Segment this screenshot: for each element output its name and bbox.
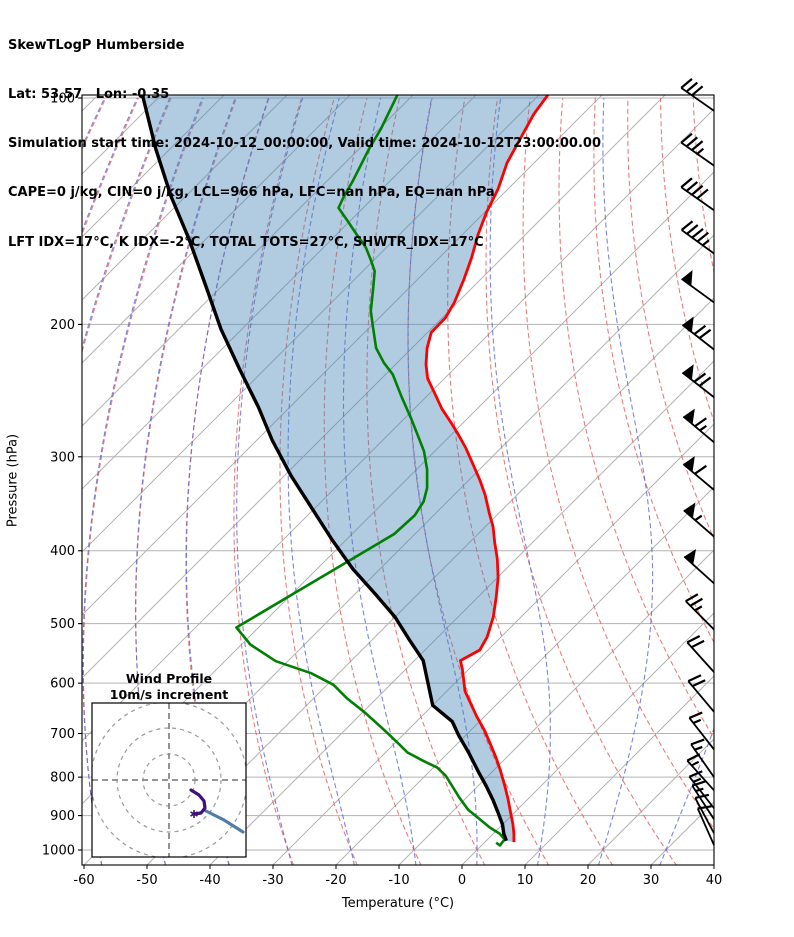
svg-text:20: 20 bbox=[580, 873, 597, 888]
hodograph-trace-low bbox=[204, 809, 245, 834]
svg-text:10: 10 bbox=[517, 873, 534, 888]
svg-text:400: 400 bbox=[50, 544, 75, 559]
hodograph-title-line2: 10m/s increment bbox=[109, 686, 229, 702]
svg-text:-40: -40 bbox=[199, 873, 220, 888]
svg-text:800: 800 bbox=[50, 771, 75, 786]
y-axis-label: Pressure (hPa) bbox=[5, 433, 21, 528]
wind-barb bbox=[688, 711, 715, 751]
wind-barb bbox=[681, 316, 715, 351]
svg-text:900: 900 bbox=[50, 809, 75, 824]
svg-text:200: 200 bbox=[50, 318, 75, 333]
wind-barb bbox=[687, 674, 715, 713]
header-block: SkewTLogP Humberside Lat: 53.57 Lon: -0.… bbox=[8, 5, 601, 284]
wind-barb bbox=[685, 593, 715, 631]
svg-text:-50: -50 bbox=[136, 873, 157, 888]
wind-barb bbox=[694, 793, 715, 834]
svg-text:300: 300 bbox=[50, 450, 75, 465]
x-axis-label: Temperature (°C) bbox=[341, 896, 455, 911]
wind-barb bbox=[688, 770, 715, 809]
svg-text:40: 40 bbox=[706, 873, 723, 888]
wind-barb bbox=[680, 78, 715, 112]
indices-line-2: LFT IDX=17°C, K IDX=-2°C, TOTAL TOTS=27°… bbox=[8, 234, 484, 250]
svg-text:700: 700 bbox=[50, 727, 75, 742]
svg-text:1000: 1000 bbox=[42, 844, 75, 859]
wind-barb bbox=[690, 738, 715, 778]
svg-text:30: 30 bbox=[643, 873, 660, 888]
wind-barb bbox=[696, 805, 715, 846]
svg-text:600: 600 bbox=[50, 677, 75, 692]
wind-barb bbox=[682, 456, 715, 491]
wind-barb bbox=[681, 270, 715, 304]
wind-barb bbox=[681, 364, 715, 398]
temperature-tick-labels: -60 -50 -40 -30 -20 -10 0 10 20 30 40 bbox=[73, 865, 722, 888]
wind-barb bbox=[686, 753, 715, 791]
plot-area bbox=[82, 95, 714, 865]
svg-text:-10: -10 bbox=[388, 873, 409, 888]
hodograph-grid bbox=[92, 703, 246, 857]
page-title: SkewTLogP Humberside bbox=[8, 37, 185, 53]
wind-barb bbox=[680, 220, 715, 255]
location-line: Lat: 53.57 Lon: -0.35 bbox=[8, 87, 170, 103]
svg-text:-30: -30 bbox=[262, 873, 283, 888]
wind-barb bbox=[683, 548, 715, 585]
svg-text:-60: -60 bbox=[73, 873, 94, 888]
wind-barbs bbox=[680, 78, 715, 846]
dewpoint-curve bbox=[235, 95, 506, 847]
svg-text:100: 100 bbox=[50, 92, 75, 107]
svg-text:-20: -20 bbox=[325, 873, 346, 888]
cape-shading bbox=[142, 95, 548, 843]
time-line: Simulation start time: 2024-10-12_00:00:… bbox=[8, 136, 601, 152]
temperature-curve bbox=[424, 95, 550, 843]
indices-line-1: CAPE=0 j/kg, CIN=0 j/kg, LCL=966 hPa, LF… bbox=[8, 185, 495, 201]
wind-barb bbox=[680, 177, 715, 211]
hodograph-trace-upper bbox=[189, 788, 207, 816]
svg-text:0: 0 bbox=[458, 873, 466, 888]
wind-barb bbox=[686, 635, 715, 673]
svg-text:500: 500 bbox=[50, 617, 75, 632]
hodograph-title-line1: Wind Profile bbox=[125, 671, 213, 686]
hodograph-title: Wind Profile 10m/s increment bbox=[92, 671, 246, 702]
wind-barb bbox=[683, 502, 715, 538]
hodograph-inset bbox=[91, 702, 247, 858]
wind-barb bbox=[682, 408, 715, 444]
wind-barb bbox=[691, 780, 715, 820]
parcel-curve bbox=[140, 95, 508, 842]
pressure-tick-labels: 100 200 300 400 500 600 700 800 900 1000 bbox=[42, 92, 82, 859]
wind-barb bbox=[680, 132, 715, 167]
